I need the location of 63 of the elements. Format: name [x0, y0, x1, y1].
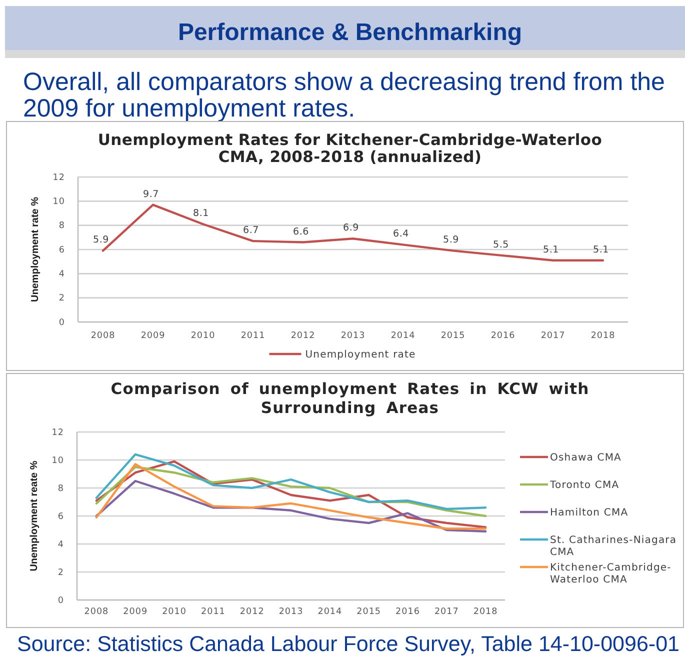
y-tick-label: 2	[58, 294, 65, 304]
y-tick-label: 10	[52, 456, 64, 466]
legend-label: Hamilton CMA	[550, 508, 628, 518]
data-label: 6.9	[342, 222, 360, 234]
x-tick-label: 2016	[490, 331, 516, 342]
x-tick-label: 2010	[162, 607, 186, 618]
chart-title: Unemployment Rates for Kitchener-Cambridge-Waterloo CMA, 2008-2018 (annualized)	[98, 131, 602, 166]
x-tick-label: 2011	[240, 331, 266, 342]
text: Overall, all comparators show a decreasing trend from the 2009 for unemployment rates.	[23, 68, 665, 122]
y-tick-label: 8	[58, 221, 65, 232]
x-tick-label: 2013	[340, 331, 366, 342]
x-tick-label: 2018	[473, 607, 498, 618]
text: Performance & Benchmarking	[178, 19, 522, 46]
y-tick-label: 2	[58, 568, 64, 578]
y-tick-label: 12	[52, 428, 64, 438]
line-series	[95, 453, 487, 510]
x-tick-label: 2015	[440, 331, 466, 342]
x-tick-label: 2009	[123, 607, 148, 618]
y-tick-label: 10	[52, 196, 65, 207]
data-label: 5.9	[92, 234, 110, 246]
chart-title: Comparison of unemployment Rates in KCW with Surrounding Areas	[110, 380, 590, 417]
x-tick-label: 2015	[356, 607, 382, 618]
source-note: Source: Statistics Canada Labour Force Survey, Table 14-10-0096-01	[17, 632, 680, 656]
x-tick-label: 2008	[84, 607, 109, 618]
x-tick-label: 2016	[396, 607, 420, 618]
y-tick-label: 0	[58, 318, 65, 328]
data-label: 6.7	[242, 225, 260, 236]
legend-label: St. Catharines-Niagara CMA	[550, 535, 677, 558]
data-label: 5.5	[492, 240, 510, 251]
y-tick-label: 4	[58, 269, 65, 280]
x-tick-label: 2012	[290, 331, 316, 342]
x-tick-label: 2017	[434, 607, 459, 618]
legend-label: Kitchener-Cambridge-Waterloo CMA	[550, 562, 672, 586]
y-tick-label: 6	[58, 245, 65, 256]
data-label: 5.1	[542, 244, 560, 256]
x-tick-label: 2014	[318, 607, 342, 618]
x-tick-label: 2010	[190, 331, 216, 342]
y-tick-label: 4	[58, 540, 64, 550]
data-label: 5.9	[442, 234, 460, 246]
data-label: 8.1	[192, 208, 210, 220]
y-axis-title: Unemployment reate %	[29, 460, 40, 572]
y-tick-label: 6	[58, 512, 64, 522]
y-tick-label: 12	[52, 172, 65, 183]
x-tick-label: 2018	[590, 331, 616, 342]
line-series	[95, 466, 487, 518]
legend-label: Oshawa CMA	[550, 452, 622, 464]
data-label: 6.4	[392, 228, 410, 240]
legend-label: Toronto CMA	[549, 480, 620, 491]
line-series	[95, 480, 487, 532]
data-label: 9.7	[142, 188, 160, 200]
x-tick-label: 2012	[240, 607, 264, 618]
x-tick-label: 2008	[90, 331, 116, 342]
x-tick-label: 2011	[200, 607, 226, 618]
x-tick-label: 2014	[390, 331, 416, 342]
data-label: 5.1	[592, 244, 610, 256]
x-tick-label: 2017	[540, 331, 566, 342]
y-tick-label: 0	[58, 596, 64, 606]
y-axis-title: Unemployment rate %	[30, 196, 41, 302]
x-tick-label: 2013	[278, 607, 304, 618]
data-label: 6.6	[292, 226, 310, 238]
legend-label: Unemployment rate	[305, 350, 416, 360]
x-tick-label: 2009	[140, 331, 166, 342]
y-tick-label: 8	[58, 484, 64, 494]
